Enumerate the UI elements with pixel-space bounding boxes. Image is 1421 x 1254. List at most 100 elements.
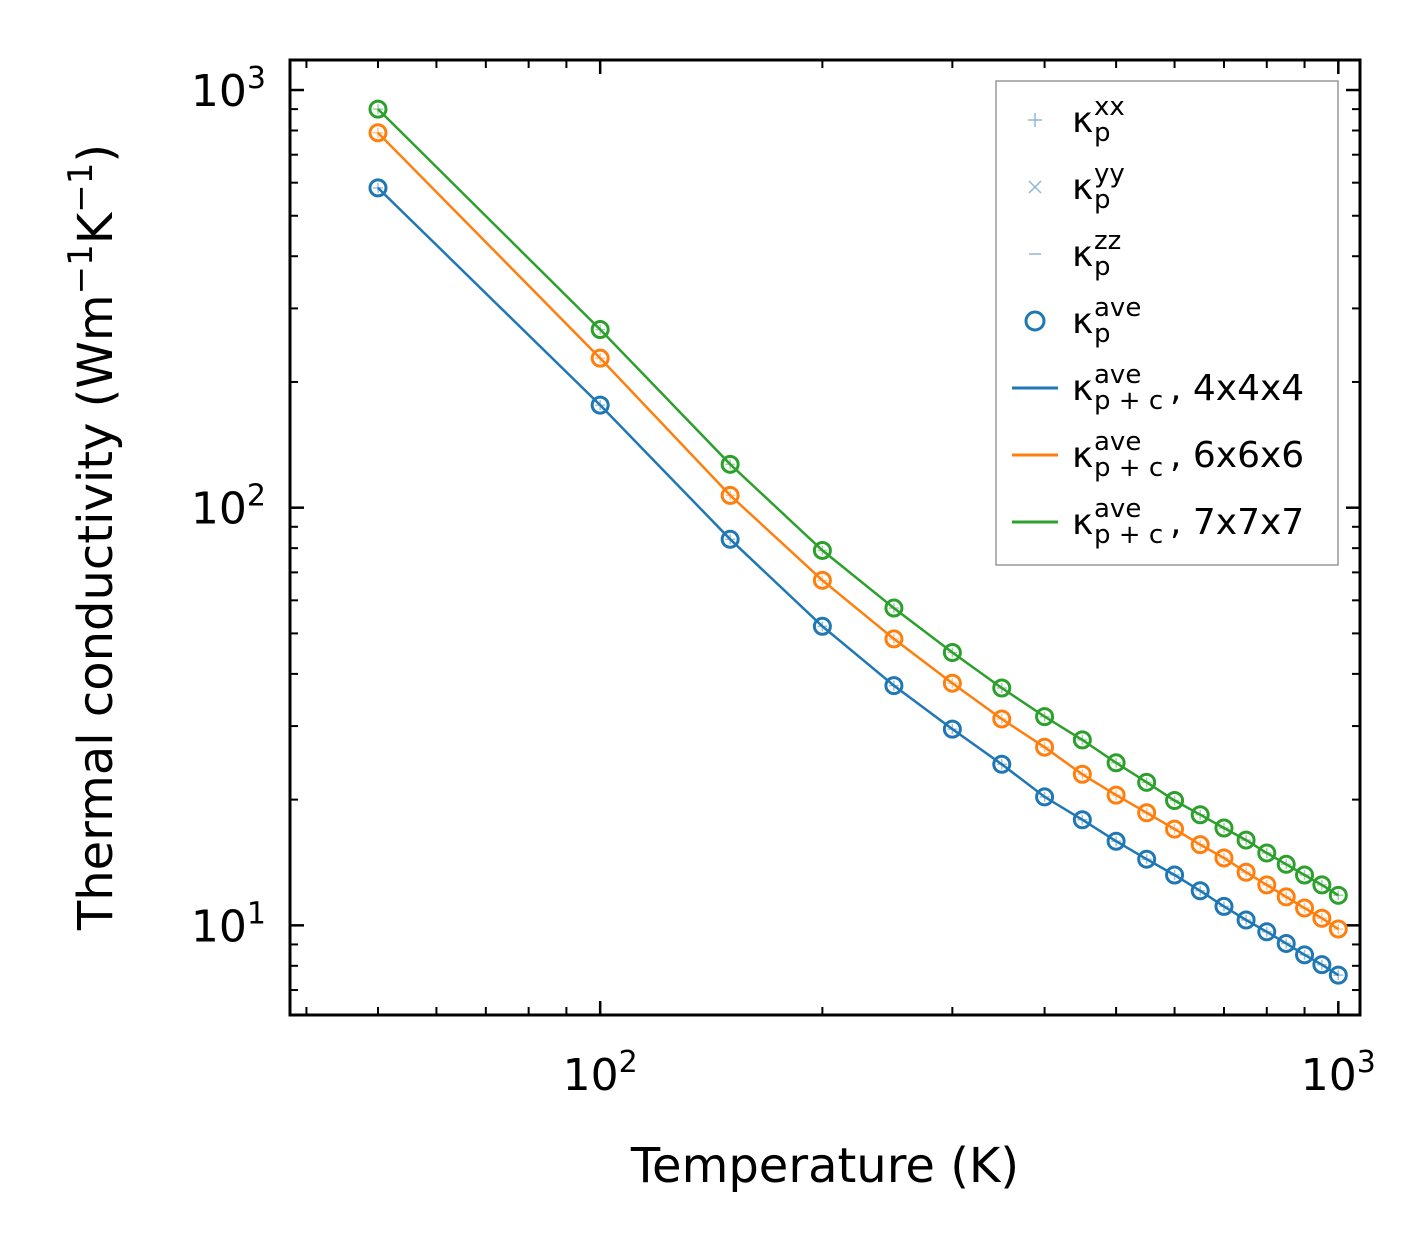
data-point-7x7x7 [1035,707,1055,727]
data-point-4x4x4 [1214,896,1234,916]
data-point-6x6x6 [1276,887,1296,907]
data-point-4x4x4 [884,676,904,696]
data-point-6x6x6 [720,485,740,505]
series-line-7x7x7 [377,108,1339,897]
y-tick-label: 102 [191,479,266,535]
data-point-6x6x6 [1035,737,1055,757]
data-point-7x7x7 [1312,875,1332,895]
legend-label-suffix: , 4x4x4 [1170,368,1304,409]
data-point-6x6x6 [1190,835,1210,855]
legend-label-kappa: κ [1072,234,1093,275]
legend-label-sub: p [1094,319,1111,349]
legend-marker-circle [1024,310,1046,332]
data-point-6x6x6 [1165,819,1185,839]
data-point-6x6x6 [884,629,904,649]
data-point-7x7x7 [942,643,962,663]
legend-label-sup: ave [1094,360,1141,390]
data-point-7x7x7 [992,678,1012,698]
data-point-6x6x6 [1312,908,1332,928]
data-point-4x4x4 [942,719,962,739]
data-point-6x6x6 [1295,898,1315,918]
data-point-7x7x7 [590,320,610,340]
data-point-4x4x4 [1312,955,1332,975]
data-point-4x4x4 [992,754,1012,774]
data-point-7x7x7 [1276,854,1296,874]
series-layer [368,99,1348,985]
data-point-4x4x4 [1106,831,1126,851]
x-tick-label: 102 [563,1045,638,1101]
legend-label-suffix: , 6x6x6 [1170,435,1304,476]
data-point-6x6x6 [1214,848,1234,868]
x-axis-title: Temperature (K) [630,1138,1019,1194]
data-point-6x6x6 [590,348,610,368]
data-point-6x6x6 [1236,862,1256,882]
data-point-7x7x7 [1257,843,1277,863]
legend-label-sub: p [1094,185,1111,215]
data-point-7x7x7 [1072,730,1092,750]
legend-label-sup: ave [1094,427,1141,457]
data-point-4x4x4 [1137,849,1157,869]
legend-label-kappa: κ [1072,368,1093,409]
legend-label-sub: p [1094,118,1111,148]
data-point-4x4x4 [1328,965,1348,985]
data-point-7x7x7 [1328,885,1348,905]
data-point-6x6x6 [1257,875,1277,895]
y-axis-title: Thermal conductivity (Wm−1K−1) [61,144,124,931]
legend-label-sup: zz [1094,226,1121,256]
data-point-7x7x7 [1190,805,1210,825]
data-point-6x6x6 [1072,764,1092,784]
y-tick-label: 101 [191,896,266,952]
data-point-7x7x7 [1165,791,1185,811]
tick-labels: 102 103 101 102 103 [191,61,1376,1101]
legend-label-kappa: κ [1072,100,1093,141]
data-point-7x7x7 [1106,753,1126,773]
data-point-4x4x4 [1276,933,1296,953]
data-point-4x4x4 [720,529,740,549]
data-point-7x7x7 [1236,830,1256,850]
legend-label-suffix: , 7x7x7 [1170,502,1304,543]
series-line-4x4x4 [377,187,1339,977]
x-tick-label: 103 [1301,1045,1376,1101]
data-point-4x4x4 [590,395,610,415]
plot-frame [288,58,1362,1017]
data-point-4x4x4 [1295,945,1315,965]
legend-label-kappa: κ [1072,167,1093,208]
data-point-6x6x6 [1328,919,1348,939]
data-point-6x6x6 [942,673,962,693]
data-point-4x4x4 [1257,922,1277,942]
data-point-6x6x6 [812,570,832,590]
data-point-4x4x4 [812,616,832,636]
data-point-4x4x4 [1035,787,1055,807]
legend-label-sup: ave [1094,494,1141,524]
legend-marker-x [1028,180,1042,194]
data-point-4x4x4 [1190,881,1210,901]
data-point-7x7x7 [720,454,740,474]
data-point-6x6x6 [992,709,1012,729]
legend-label-sub: p [1094,252,1111,282]
data-point-6x6x6 [368,123,388,143]
data-point-4x4x4 [368,178,388,198]
legend-label-kappa: κ [1072,502,1093,543]
minor-ticks [290,60,1360,1015]
y-tick-label: 103 [191,61,266,117]
major-ticks [290,60,1360,1015]
data-point-4x4x4 [1236,910,1256,930]
legend-frame [995,80,1339,566]
data-point-4x4x4 [1165,865,1185,885]
legend-label-sup: ave [1094,293,1141,323]
data-point-7x7x7 [1295,865,1315,885]
legend-label-sup: xx [1094,92,1125,122]
legend-label-sup: yy [1094,159,1125,189]
legend-label-kappa: κ [1072,301,1093,342]
data-point-7x7x7 [368,99,388,119]
data-point-7x7x7 [812,540,832,560]
data-point-7x7x7 [1214,818,1234,838]
legend-label-sub: p + c [1094,520,1163,550]
data-point-7x7x7 [884,598,904,618]
legend-label-kappa: κ [1072,435,1093,476]
series-line-6x6x6 [377,131,1339,931]
legend-label-sub: p + c [1094,453,1163,483]
data-point-4x4x4 [1072,810,1092,830]
